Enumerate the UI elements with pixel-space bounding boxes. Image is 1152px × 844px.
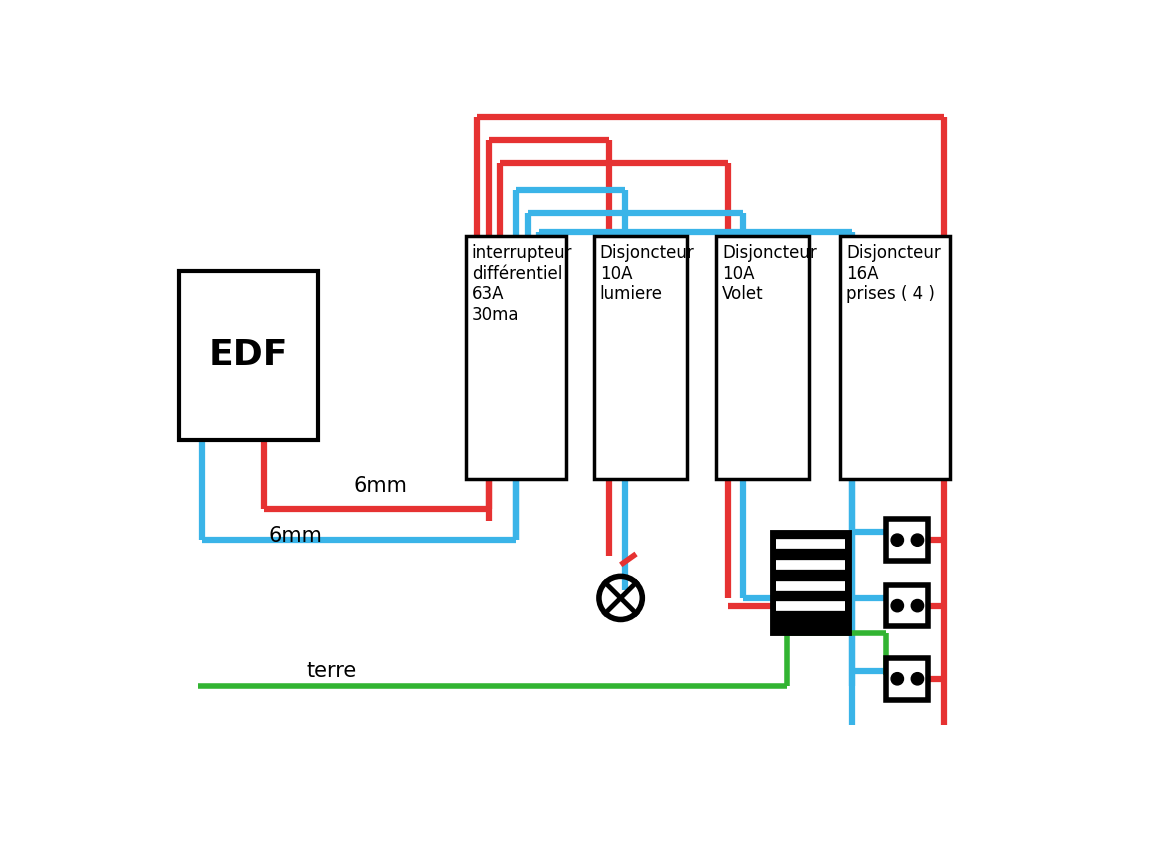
- Text: Disjoncteur
10A
lumiere: Disjoncteur 10A lumiere: [600, 244, 695, 303]
- Bar: [179, 271, 318, 440]
- Text: 6mm: 6mm: [268, 527, 321, 546]
- Bar: [886, 658, 929, 700]
- Circle shape: [892, 599, 903, 612]
- Text: Disjoncteur
10A
Volet: Disjoncteur 10A Volet: [722, 244, 817, 303]
- Bar: [465, 236, 567, 479]
- Circle shape: [911, 673, 924, 685]
- Text: interrupteur
différentiel
63A
30ma: interrupteur différentiel 63A 30ma: [472, 244, 573, 324]
- Bar: [593, 236, 687, 479]
- Bar: [886, 585, 929, 626]
- Circle shape: [892, 673, 903, 685]
- Circle shape: [892, 534, 903, 546]
- Text: Disjoncteur
16A
prises ( 4 ): Disjoncteur 16A prises ( 4 ): [847, 244, 941, 303]
- Bar: [772, 533, 849, 633]
- Circle shape: [911, 534, 924, 546]
- Text: terre: terre: [306, 661, 357, 681]
- Circle shape: [911, 599, 924, 612]
- Bar: [840, 236, 950, 479]
- Text: EDF: EDF: [209, 338, 288, 372]
- Bar: [715, 236, 809, 479]
- Bar: [886, 519, 929, 561]
- Text: 6mm: 6mm: [354, 476, 407, 496]
